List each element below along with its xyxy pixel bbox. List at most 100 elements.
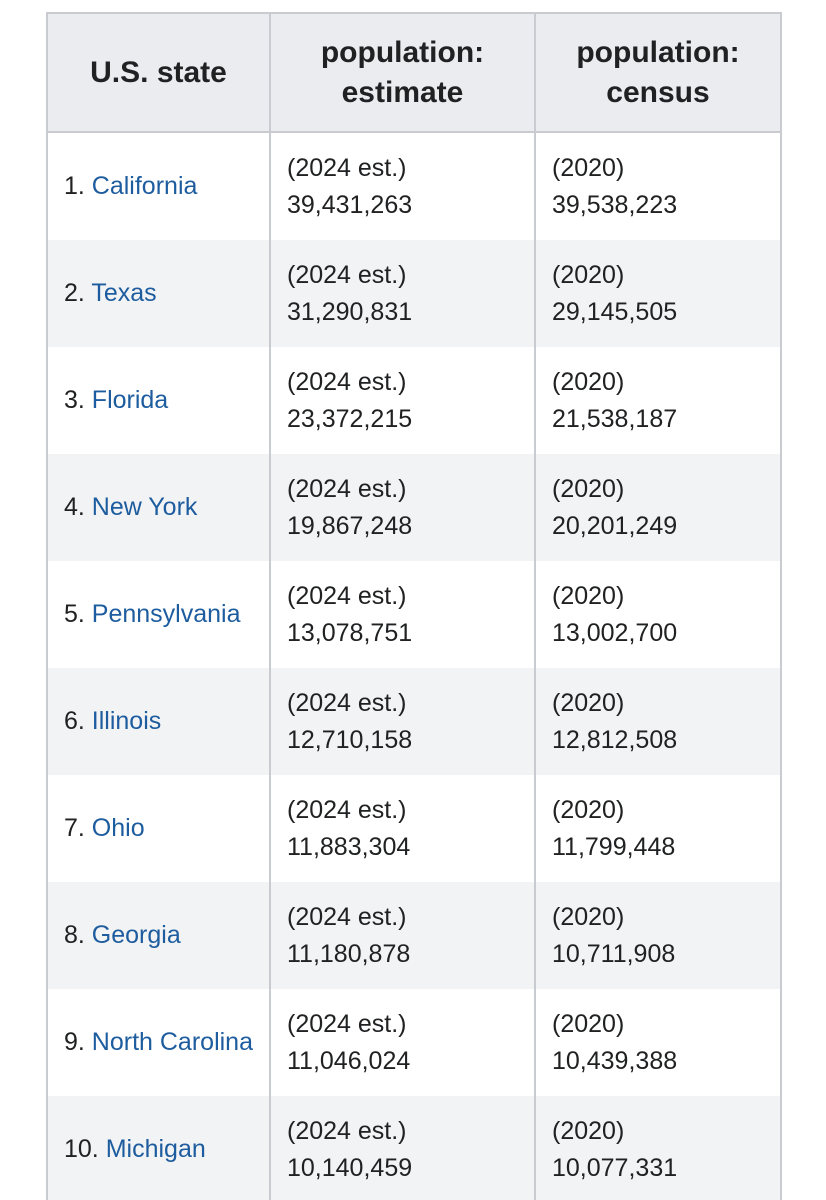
table-body: 1. California (2024 est.) 39,431,263 (20… [46, 132, 782, 1200]
state-link[interactable]: New York [91, 493, 198, 521]
table-row: 6. Illinois (2024 est.) 12,710,158 (2020… [46, 668, 782, 775]
state-link[interactable]: California [91, 172, 198, 200]
table-row: 5. Pennsylvania (2024 est.) 13,078,751 (… [46, 561, 782, 668]
census-label: (2020) [552, 688, 625, 717]
table-row: 8. Georgia (2024 est.) 11,180,878 (2020)… [46, 882, 782, 989]
estimate-value: 11,883,304 [287, 832, 411, 861]
census-label: (2020) [552, 260, 625, 289]
estimate-cell: (2024 est.) 10,140,459 [269, 1096, 536, 1200]
census-cell: (2020) 10,711,908 [534, 882, 782, 989]
census-label: (2020) [552, 1009, 625, 1038]
state-cell: 2. Texas [46, 240, 271, 347]
header-population-estimate[interactable]: population: estimate [269, 12, 536, 133]
census-value: 10,439,388 [552, 1046, 678, 1075]
rank-number: 4. [64, 493, 92, 521]
estimate-value: 19,867,248 [287, 511, 413, 540]
state-link[interactable]: Florida [91, 386, 169, 414]
header-estimate-line1: population: [320, 35, 485, 69]
estimate-cell: (2024 est.) 11,180,878 [269, 882, 536, 989]
census-value: 13,002,700 [552, 618, 678, 647]
rank-number: 8. [64, 921, 92, 949]
state-link[interactable]: North Carolina [91, 1028, 253, 1056]
estimate-label: (2024 est.) [287, 153, 407, 182]
estimate-cell: (2024 est.) 23,372,215 [269, 347, 536, 454]
census-label: (2020) [552, 1116, 625, 1145]
state-cell: 9. North Carolina [46, 989, 271, 1096]
rank-number: 10. [64, 1135, 106, 1163]
rank-number: 9. [64, 1028, 92, 1056]
estimate-value: 39,431,263 [287, 190, 413, 219]
estimate-cell: (2024 est.) 19,867,248 [269, 454, 536, 561]
rank-number: 6. [64, 707, 92, 735]
rank-number: 5. [64, 600, 92, 628]
header-census-line1: population: [576, 35, 740, 69]
estimate-label: (2024 est.) [287, 474, 407, 503]
table-row: 1. California (2024 est.) 39,431,263 (20… [46, 132, 782, 240]
census-cell: (2020) 39,538,223 [534, 132, 782, 240]
rank-number: 3. [64, 386, 92, 414]
state-cell: 4. New York [46, 454, 271, 561]
estimate-label: (2024 est.) [287, 260, 407, 289]
population-table-container: U.S. state population: estimate populati… [46, 12, 782, 1200]
table-row: 10. Michigan (2024 est.) 10,140,459 (202… [46, 1096, 782, 1200]
census-cell: (2020) 11,799,448 [534, 775, 782, 882]
census-cell: (2020) 13,002,700 [534, 561, 782, 668]
estimate-value: 31,290,831 [287, 297, 413, 326]
state-link[interactable]: Georgia [91, 921, 181, 949]
estimate-value: 23,372,215 [287, 404, 413, 433]
census-cell: (2020) 21,538,187 [534, 347, 782, 454]
census-cell: (2020) 12,812,508 [534, 668, 782, 775]
census-cell: (2020) 20,201,249 [534, 454, 782, 561]
census-cell: (2020) 10,077,331 [534, 1096, 782, 1200]
census-value: 21,538,187 [552, 404, 678, 433]
census-label: (2020) [552, 902, 625, 931]
estimate-cell: (2024 est.) 11,046,024 [269, 989, 536, 1096]
census-value: 10,077,331 [552, 1153, 678, 1182]
header-population-census[interactable]: population: census [534, 12, 782, 133]
table-row: 4. New York (2024 est.) 19,867,248 (2020… [46, 454, 782, 561]
state-cell: 10. Michigan [46, 1096, 271, 1200]
census-value: 11,799,448 [552, 832, 676, 861]
state-cell: 5. Pennsylvania [46, 561, 271, 668]
population-table: U.S. state population: estimate populati… [46, 12, 782, 1200]
census-value: 29,145,505 [552, 297, 678, 326]
state-link[interactable]: Ohio [91, 814, 145, 842]
census-label: (2020) [552, 474, 625, 503]
estimate-label: (2024 est.) [287, 795, 407, 824]
state-cell: 7. Ohio [46, 775, 271, 882]
header-estimate-line2: estimate [341, 75, 464, 109]
census-label: (2020) [552, 367, 625, 396]
census-label: (2020) [552, 581, 625, 610]
estimate-value: 11,180,878 [287, 939, 411, 968]
header-us-state[interactable]: U.S. state [46, 12, 271, 133]
estimate-label: (2024 est.) [287, 902, 407, 931]
rank-number: 2. [64, 279, 92, 307]
state-cell: 3. Florida [46, 347, 271, 454]
header-census-line2: census [606, 75, 710, 109]
census-label: (2020) [552, 153, 625, 182]
estimate-label: (2024 est.) [287, 1009, 407, 1038]
table-row: 9. North Carolina (2024 est.) 11,046,024… [46, 989, 782, 1096]
estimate-label: (2024 est.) [287, 581, 407, 610]
census-cell: (2020) 10,439,388 [534, 989, 782, 1096]
census-value: 39,538,223 [552, 190, 678, 219]
estimate-label: (2024 est.) [287, 1116, 407, 1145]
estimate-value: 13,078,751 [287, 618, 413, 647]
estimate-cell: (2024 est.) 39,431,263 [269, 132, 536, 240]
state-link[interactable]: Michigan [105, 1135, 206, 1163]
state-cell: 6. Illinois [46, 668, 271, 775]
estimate-value: 11,046,024 [287, 1046, 411, 1075]
census-cell: (2020) 29,145,505 [534, 240, 782, 347]
state-link[interactable]: Illinois [91, 707, 162, 735]
state-link[interactable]: Pennsylvania [91, 600, 241, 628]
census-value: 20,201,249 [552, 511, 678, 540]
table-header-row: U.S. state population: estimate populati… [46, 12, 782, 133]
table-row: 2. Texas (2024 est.) 31,290,831 (2020) 2… [46, 240, 782, 347]
census-value: 12,812,508 [552, 725, 678, 754]
rank-number: 7. [64, 814, 92, 842]
header-us-state-label: U.S. state [90, 55, 227, 89]
state-cell: 8. Georgia [46, 882, 271, 989]
estimate-value: 12,710,158 [287, 725, 413, 754]
state-link[interactable]: Texas [91, 279, 157, 307]
estimate-label: (2024 est.) [287, 367, 407, 396]
